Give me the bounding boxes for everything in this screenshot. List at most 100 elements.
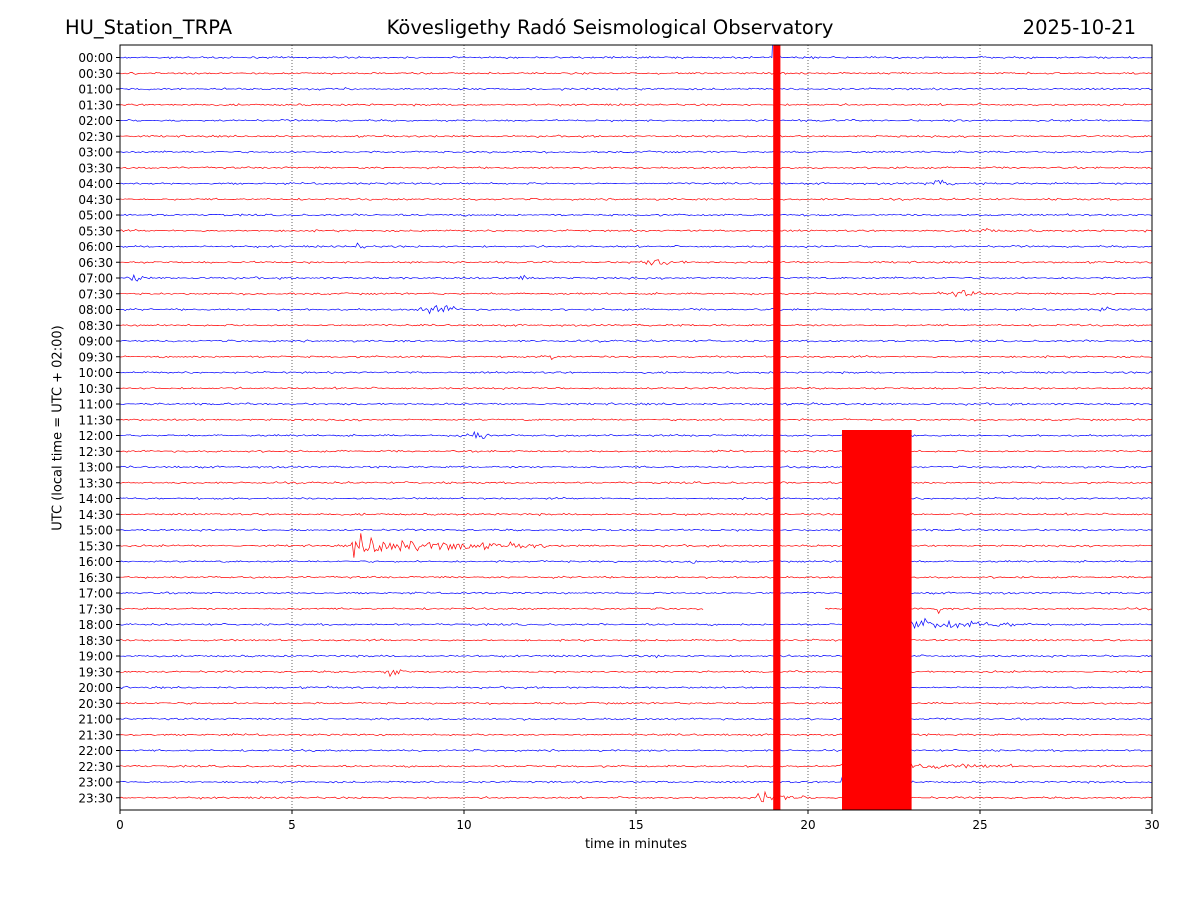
y-tick-label: 20:30: [78, 697, 113, 711]
trace-row-1930: [120, 669, 1152, 678]
trace-row-0830: [120, 323, 1152, 327]
trace-row-1130: [120, 418, 1152, 422]
trace-row-0400: [120, 179, 1152, 186]
trace-row-0130: [120, 103, 1152, 107]
y-tick-label: 12:30: [78, 445, 113, 459]
y-tick-label: 23:00: [78, 776, 113, 790]
x-tick-label: 5: [288, 818, 296, 832]
y-tick-label: 20:00: [78, 681, 113, 695]
y-tick-label: 08:00: [78, 303, 113, 317]
trace-row-1800: [120, 617, 1152, 634]
y-tick-label: 16:30: [78, 571, 113, 585]
y-tick-label: 21:00: [78, 713, 113, 727]
trace-row-1000: [120, 370, 1152, 375]
y-tick-label: 22:30: [78, 760, 113, 774]
y-tick-label: 10:30: [78, 382, 113, 396]
y-tick-label: 11:30: [78, 413, 113, 427]
trace-row-0530: [120, 228, 1152, 233]
y-tick-label: 07:30: [78, 287, 113, 301]
trace-row-2200: [120, 748, 1152, 753]
y-tick-label: 04:00: [78, 177, 113, 191]
y-tick-label: 08:30: [78, 319, 113, 333]
y-tick-label: 12:00: [78, 429, 113, 443]
trace-row-1030: [120, 386, 1152, 390]
trace-row-1700: [120, 591, 1152, 595]
trace-row-0800: [120, 305, 1152, 315]
y-tick-label: 19:30: [78, 665, 113, 679]
y-tick-label: 19:00: [78, 650, 113, 664]
y-tick-label: 22:00: [78, 744, 113, 758]
trace-row-0200: [120, 118, 1152, 123]
x-axis-ticks: 0 5 10 15 20 25 30: [116, 810, 1160, 832]
y-tick-label: 07:00: [78, 272, 113, 286]
y-tick-label: 09:30: [78, 350, 113, 364]
y-tick-label: 18:30: [78, 634, 113, 648]
trace-row-1830: [120, 638, 1152, 642]
trace-row-0600: [120, 242, 1152, 249]
y-tick-label: 15:30: [78, 539, 113, 553]
station-name: HU_Station_TRPA: [65, 16, 233, 39]
x-tick-label: 0: [116, 818, 124, 832]
y-tick-label: 11:00: [78, 398, 113, 412]
x-axis-label: time in minutes: [584, 837, 688, 852]
trace-row-0700: [120, 274, 1152, 282]
y-tick-label: 06:00: [78, 240, 113, 254]
trace-row-0930: [120, 355, 1152, 361]
y-tick-label: 01:00: [78, 83, 113, 97]
y-tick-label: 21:30: [78, 728, 113, 742]
saturated-event: [773, 45, 781, 810]
plot-date: 2025-10-21: [1022, 16, 1136, 39]
y-tick-label: 17:00: [78, 587, 113, 601]
x-tick-label: 10: [456, 818, 471, 832]
trace-row-1100: [120, 402, 1152, 406]
y-tick-label: 00:30: [78, 67, 113, 81]
x-tick-label: 30: [1144, 818, 1159, 832]
y-tick-label: 04:30: [78, 193, 113, 207]
trace-row-0000: [120, 45, 1152, 105]
trace-row-0030: [120, 71, 1152, 75]
y-tick-label: 13:30: [78, 476, 113, 490]
y-tick-label: 01:30: [78, 98, 113, 112]
y-tick-label: 14:00: [78, 492, 113, 506]
trace-row-2230: [120, 760, 1152, 772]
y-tick-label: 14:30: [78, 508, 113, 522]
y-tick-label: 10:00: [78, 366, 113, 380]
trace-row-0100: [120, 87, 1152, 91]
y-tick-label: 23:30: [78, 791, 113, 805]
y-tick-label: 18:00: [78, 618, 113, 632]
trace-row-1230: [120, 449, 1152, 453]
x-tick-label: 25: [972, 818, 987, 832]
trace-row-1530: [120, 533, 1152, 558]
y-tick-label: 02:30: [78, 130, 113, 144]
trace-row-1600: [120, 559, 1152, 564]
trace-row-0730: [120, 290, 1152, 298]
y-tick-label: 06:30: [78, 256, 113, 270]
trace-row-0430: [120, 197, 1152, 201]
y-tick-label: 00:00: [78, 51, 113, 65]
y-axis-label: UTC (local time = UTC + 02:00): [50, 325, 66, 531]
y-tick-label: 03:00: [78, 146, 113, 160]
trace-row-0300: [120, 150, 1152, 154]
trace-row-2030: [120, 701, 1152, 705]
trace-row-0900: [120, 339, 1152, 343]
trace-row-2000: [120, 685, 1152, 690]
x-tick-label: 15: [628, 818, 643, 832]
y-tick-label: 13:00: [78, 461, 113, 475]
seismic-traces: [120, 45, 1152, 810]
trace-row-1630: [120, 575, 1152, 580]
trace-row-1400: [120, 496, 1152, 501]
trace-row-1330: [120, 481, 1152, 485]
x-tick-label: 20: [800, 818, 815, 832]
trace-row-0230: [120, 134, 1152, 139]
y-tick-label: 16:00: [78, 555, 113, 569]
saturated-event: [842, 430, 912, 810]
trace-row-1900: [120, 654, 1152, 659]
y-tick-label: 17:30: [78, 602, 113, 616]
trace-row-2100: [120, 717, 1152, 721]
trace-row-1500: [120, 528, 1152, 532]
trace-row-1200: [120, 430, 1152, 440]
y-tick-label: 15:00: [78, 524, 113, 538]
trace-row-0500: [120, 213, 1152, 217]
